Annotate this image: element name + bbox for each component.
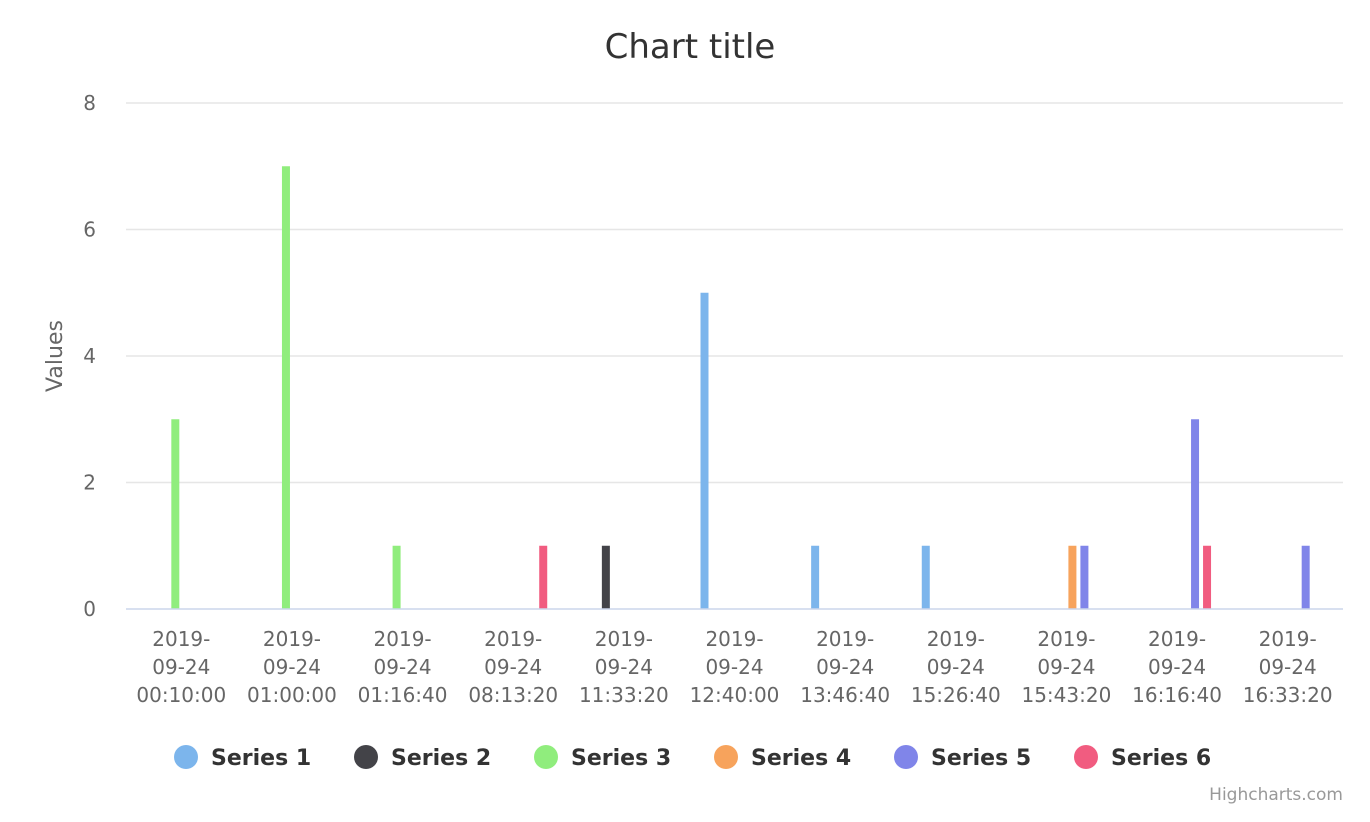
bar-series-1[interactable] bbox=[700, 292, 709, 609]
bar-series-4[interactable] bbox=[1068, 545, 1077, 609]
bar-series-5[interactable] bbox=[1191, 419, 1200, 609]
x-tick-label: 2019-09-24 16:16:40 bbox=[1132, 627, 1222, 707]
x-tick-label: 2019-09-24 13:46:40 bbox=[800, 627, 890, 707]
bar-series-5[interactable] bbox=[1301, 545, 1310, 609]
gridlines bbox=[126, 102, 1343, 484]
bar-series-2[interactable] bbox=[601, 545, 610, 609]
bar-series-5[interactable] bbox=[1080, 545, 1089, 609]
legend-item-series-5[interactable]: Series 5 bbox=[894, 745, 1031, 771]
legend: Series 1 Series 2 Series 3 Series 4 Series 5… bbox=[174, 745, 1211, 771]
legend-item-series-6[interactable]: Series 6 bbox=[1074, 745, 1211, 771]
y-tick-label: 6 bbox=[83, 218, 96, 242]
bar-series-3[interactable] bbox=[281, 166, 290, 609]
x-axis-ticks: 2019-09-24 00:10:00 2019-09-24 01:00:00 2019… bbox=[136, 627, 1332, 707]
bar-series-6[interactable] bbox=[1203, 545, 1212, 609]
y-tick-label: 2 bbox=[83, 471, 96, 495]
legend-marker bbox=[354, 745, 378, 769]
credits-link[interactable]: Highcharts.com bbox=[1209, 785, 1343, 805]
legend-item-series-2[interactable]: Series 2 bbox=[354, 745, 491, 771]
y-axis-title: Values bbox=[43, 320, 68, 392]
bar-series-1[interactable] bbox=[921, 545, 930, 609]
chart-title: Chart title bbox=[605, 27, 776, 67]
legend-label: Series 2 bbox=[391, 746, 491, 771]
x-tick-label: 2019-09-24 01:00:00 bbox=[247, 627, 337, 707]
legend-marker bbox=[894, 745, 918, 769]
x-tick-label: 2019-09-24 00:10:00 bbox=[136, 627, 226, 707]
legend-marker bbox=[1074, 745, 1098, 769]
legend-label: Series 1 bbox=[211, 746, 311, 771]
y-tick-label: 4 bbox=[83, 344, 96, 368]
y-tick-label: 8 bbox=[83, 91, 96, 115]
legend-marker bbox=[174, 745, 198, 769]
x-tick-label: 2019-09-24 15:26:40 bbox=[911, 627, 1001, 707]
bars bbox=[171, 166, 1310, 609]
bar-series-1[interactable] bbox=[811, 545, 820, 609]
legend-label: Series 3 bbox=[571, 746, 671, 771]
legend-item-series-1[interactable]: Series 1 bbox=[174, 745, 311, 771]
legend-label: Series 6 bbox=[1111, 746, 1211, 771]
x-tick-label: 2019-09-24 01:16:40 bbox=[358, 627, 448, 707]
x-tick-label: 2019-09-24 08:13:20 bbox=[468, 627, 558, 707]
x-tick-label: 2019-09-24 15:43:20 bbox=[1021, 627, 1111, 707]
x-tick-label: 2019-09-24 11:33:20 bbox=[579, 627, 669, 707]
y-axis-ticks: 0 2 4 6 8 bbox=[83, 91, 96, 621]
y-tick-label: 0 bbox=[83, 597, 96, 621]
bar-series-3[interactable] bbox=[171, 419, 180, 609]
bar-series-3[interactable] bbox=[392, 545, 401, 609]
legend-item-series-3[interactable]: Series 3 bbox=[534, 745, 671, 771]
bar-series-6[interactable] bbox=[539, 545, 548, 609]
x-tick-label: 2019-09-24 12:40:00 bbox=[690, 627, 780, 707]
legend-marker bbox=[714, 745, 738, 769]
legend-label: Series 4 bbox=[751, 746, 851, 771]
legend-marker bbox=[534, 745, 558, 769]
legend-label: Series 5 bbox=[931, 746, 1031, 771]
legend-item-series-4[interactable]: Series 4 bbox=[714, 745, 851, 771]
x-tick-label: 2019-09-24 16:33:20 bbox=[1243, 627, 1333, 707]
